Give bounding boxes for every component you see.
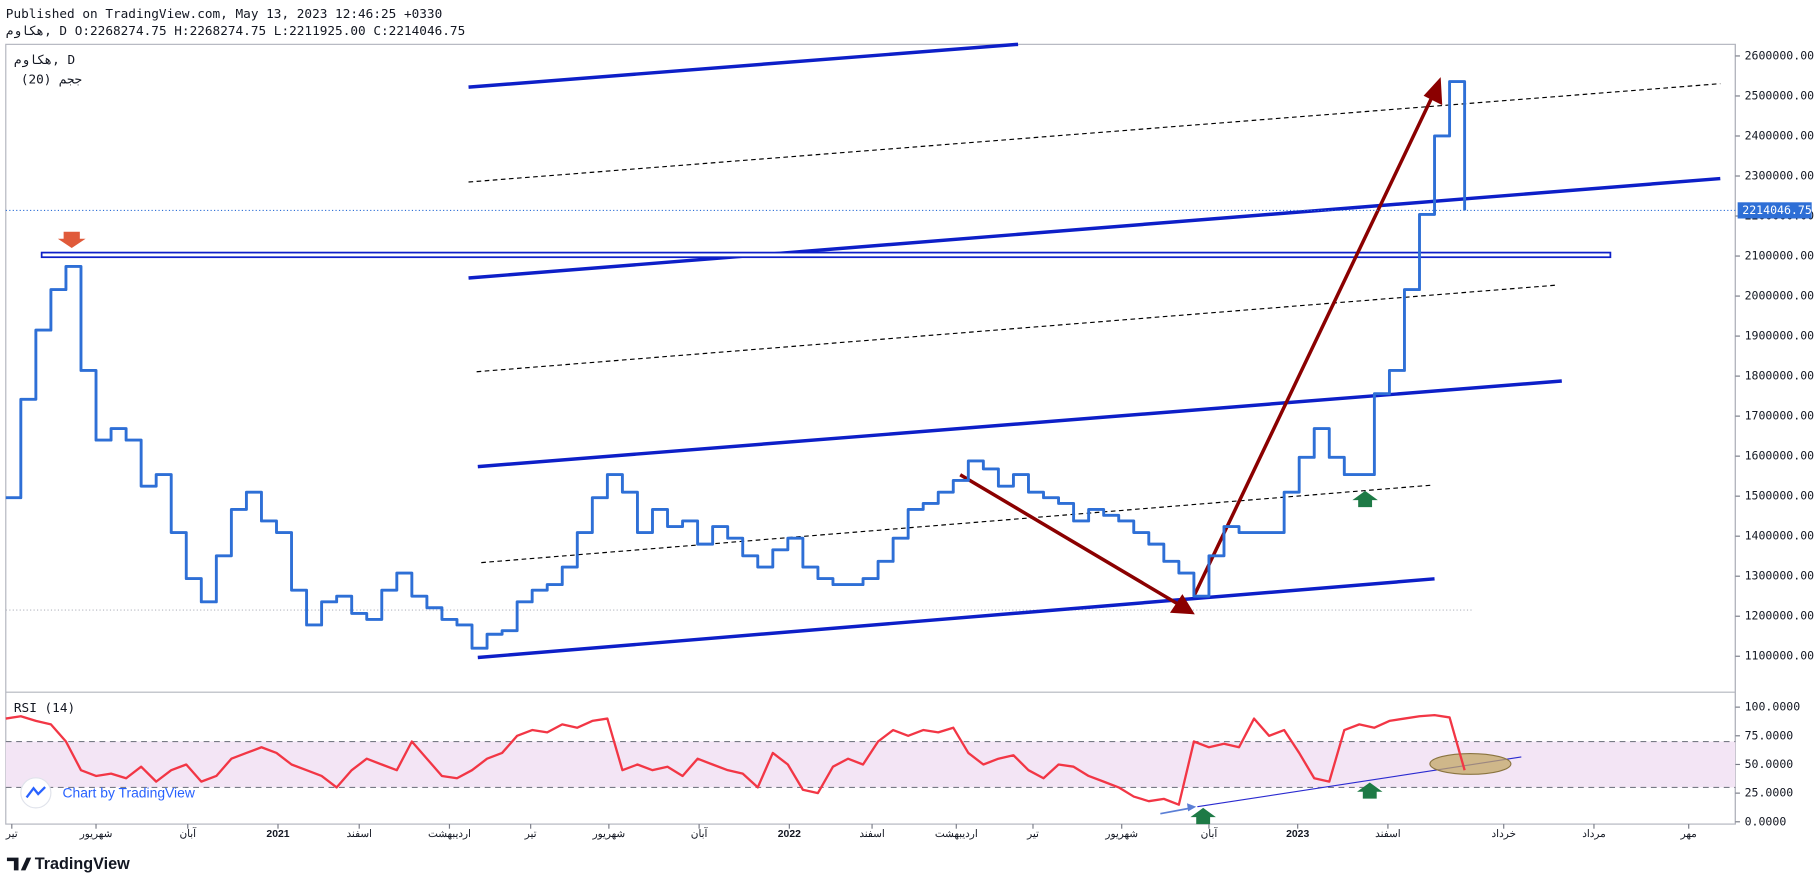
y-tick-label: 2300000.00	[1745, 169, 1814, 183]
x-tick-label: آبان	[1201, 827, 1219, 840]
rsi-line	[5, 713, 1466, 806]
channel-mid	[476, 284, 1559, 373]
x-tick-label: 2023	[1286, 829, 1309, 840]
arrow	[959, 473, 1184, 609]
y-tick-label: 2600000.00	[1745, 48, 1814, 62]
up-marker	[1357, 782, 1383, 799]
down-marker	[57, 231, 86, 248]
x-tick-label: 2022	[778, 829, 801, 840]
last-price-box	[1737, 202, 1812, 219]
x-tick-label: مرداد	[1582, 829, 1605, 840]
published: Published on TradingView.com, May 13, 20…	[6, 6, 442, 21]
last-price-label: 2214046.75	[1742, 203, 1812, 217]
price-line	[5, 80, 1467, 650]
y-tick-label: 1200000.00	[1745, 609, 1814, 623]
x-tick-label: آبان	[691, 827, 709, 840]
x-tick-label: تیر	[5, 829, 18, 840]
x-tick-label: تیر	[524, 829, 537, 840]
x-tick-label: شهریور	[592, 829, 626, 840]
rsi-arrow	[1160, 807, 1192, 815]
ohlc: هکاوم, D O:2268274.75 H:2268274.75 L:221…	[6, 23, 465, 39]
y-tick-label: 75.0000	[1745, 728, 1794, 742]
arrow-head	[1423, 77, 1443, 106]
y-tick-label: 1400000.00	[1745, 529, 1814, 543]
drawings	[5, 42, 1721, 660]
y-tick-label: 2500000.00	[1745, 88, 1814, 102]
trend-line	[477, 577, 1435, 660]
x-tick-label: تیر	[1026, 829, 1039, 840]
x-tick-label: آبان	[179, 827, 197, 840]
y-tick-label: 1800000.00	[1745, 369, 1814, 383]
y-tick-label: 50.0000	[1745, 757, 1794, 771]
y-tick-label: 1900000.00	[1745, 329, 1814, 343]
y-tick-label: 2400000.00	[1745, 128, 1814, 142]
horizontal-zone	[40, 251, 1612, 259]
y-tick-label: 2000000.00	[1745, 289, 1814, 303]
y-tick-label: 25.0000	[1745, 786, 1794, 800]
up-marker	[1352, 490, 1378, 508]
x-tick-label: اردیبهشت	[935, 829, 978, 840]
x-tick-label: شهریور	[1104, 829, 1138, 840]
watermark-text: Chart by TradingView	[62, 785, 195, 801]
watermark-glyph	[25, 786, 46, 799]
channel-mid	[468, 83, 1721, 183]
y-tick-label: 1100000.00	[1745, 649, 1814, 663]
y-tick-label: 0.0000	[1745, 814, 1787, 828]
logo-text: TradingView	[35, 855, 130, 873]
x-tick-label: 2021	[266, 829, 289, 840]
y-tick-label: 1500000.00	[1745, 489, 1814, 503]
x-tick-label: اسفند	[1375, 829, 1400, 840]
x-tick-label: مهر	[1680, 829, 1697, 840]
logo-icon	[6, 857, 32, 871]
symbol-legend: هکاوم, D	[14, 52, 75, 68]
y-tick-label: 2100000.00	[1745, 249, 1814, 263]
x-tick-label: اسفند	[859, 829, 884, 840]
channel-mid	[481, 484, 1433, 564]
y-tick-label: 100.0000	[1745, 700, 1801, 714]
trend-line	[477, 379, 1562, 469]
x-tick-label: خرداد	[1492, 829, 1516, 840]
highlight-ellipse	[1429, 752, 1512, 775]
watermark: Chart by TradingView	[20, 777, 196, 809]
rsi-arrow-head	[1186, 803, 1197, 812]
rsi-drawings	[1160, 752, 1522, 825]
x-tick-label: اردیبهشت	[428, 829, 471, 840]
arrow-head	[1169, 594, 1195, 615]
y-tick-label: 1300000.00	[1745, 569, 1814, 583]
y-tick-label: 1700000.00	[1745, 409, 1814, 423]
up-marker	[1190, 807, 1216, 825]
y-tick-label: 1600000.00	[1745, 449, 1814, 463]
trend-line	[468, 42, 1019, 89]
trend-line	[468, 176, 1721, 280]
indicator-legend: (20) ججم	[21, 72, 82, 88]
arrow	[1192, 91, 1437, 597]
x-tick-label: اسفند	[346, 829, 371, 840]
x-tick-label: شهریور	[79, 829, 113, 840]
rsi-legend: RSI (14)	[14, 700, 75, 715]
